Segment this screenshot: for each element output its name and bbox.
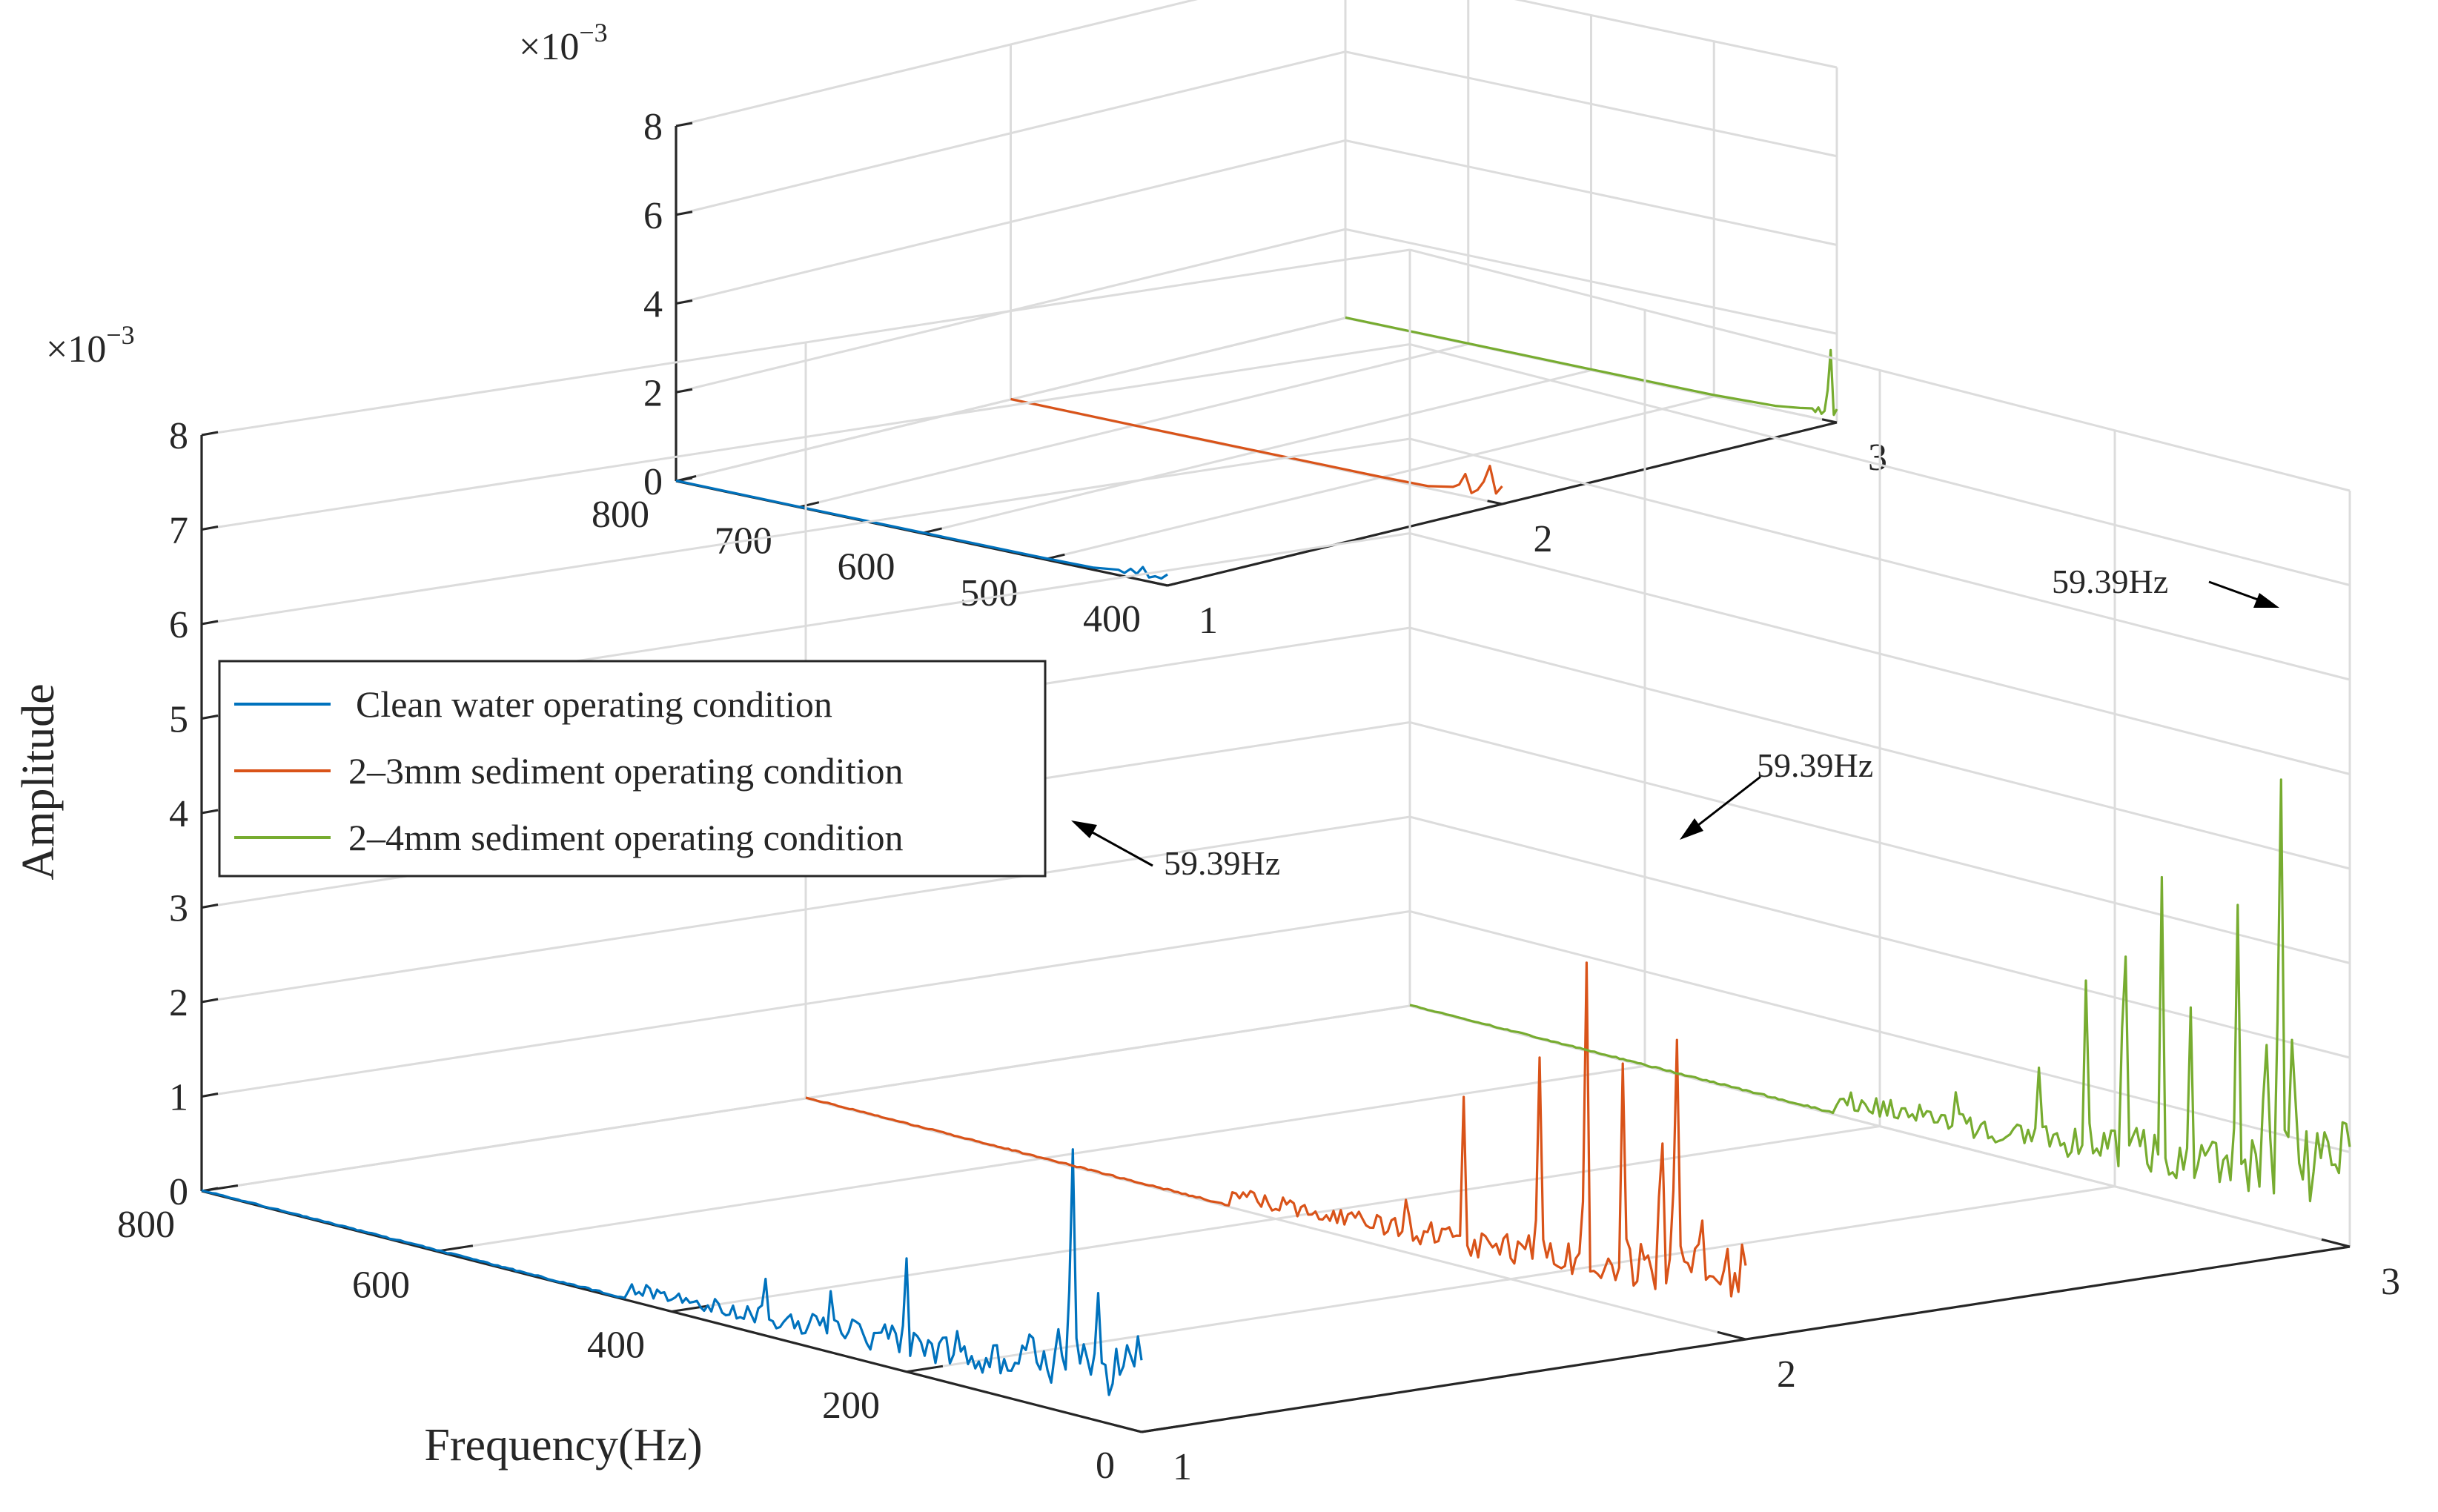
main-z-tick-label: 7 [169, 510, 188, 552]
annotation-peak-1: 59.39Hz [1164, 844, 1280, 882]
legend-entry-2-3mm: 2–3mm sediment operating condition [348, 750, 904, 792]
legend-entry-clean-water: Clean water operating condition [356, 683, 832, 725]
inset-z-tick-label: 4 [643, 284, 663, 326]
main-z-tick-mark [201, 809, 219, 815]
z-axis-label: Amplitude [13, 683, 64, 880]
main-series-line-3 [1409, 778, 2351, 1203]
inset-condition-tick-mark [1821, 418, 1838, 424]
main-z-tick-label: 8 [169, 415, 188, 457]
peak-annotations: 59.39Hz 59.39Hz 59.39Hz [1071, 563, 2279, 882]
inset-frequency-tick-label: 400 [1083, 598, 1141, 640]
main-z-tick-label: 2 [169, 982, 188, 1024]
annotation-arrowhead-2 [1680, 818, 1703, 840]
inset-z-tick-label: 8 [643, 106, 663, 148]
inset-z-tick-label: 6 [643, 195, 663, 237]
inset-grid-floor-f [1044, 395, 1715, 561]
main-z-exponent: ×10−3 [46, 320, 135, 371]
main-z-tick-label: 1 [169, 1077, 188, 1119]
main-grid [200, 248, 2351, 1433]
inset-series-line-1 [675, 479, 1168, 580]
inset-condition-tick-label: 3 [1868, 437, 1887, 479]
main-frequency-tick-label: 200 [822, 1385, 880, 1427]
legend[interactable]: Clean water operating condition 2–3mm se… [218, 660, 1047, 878]
main-z-tick-mark [201, 1092, 219, 1098]
annotation-arrowhead-1 [1071, 820, 1097, 838]
inset-z-tick-mark [675, 388, 693, 394]
frequency-axis-label: Frequency(Hz) [424, 1420, 702, 1470]
inset-z-tick-mark [675, 299, 693, 305]
inset-z-tick-label: 2 [643, 372, 663, 414]
main-frequency-tick-label: 400 [587, 1324, 645, 1367]
main-z-tick-mark [201, 620, 219, 626]
main-z-tick-mark [201, 714, 219, 720]
main-axes: 0 1 2 3 4 5 6 7 8 0 200 400 600 800 1 2 3 ×10−3 Amplitud… [13, 248, 2400, 1488]
main-z-tick-label: 0 [169, 1171, 188, 1213]
main-tick-labels: 0 1 2 3 4 5 6 7 8 0 200 400 600 800 1 2 3 [117, 415, 2400, 1488]
main-z-tick-mark [201, 525, 219, 531]
main-frequency-tick-label: 600 [352, 1264, 410, 1306]
inset-condition-tick-label: 2 [1534, 518, 1553, 560]
main-z-tick-label: 4 [169, 793, 188, 835]
main-frequency-tick-mark [201, 1184, 239, 1193]
inset-z-exponent: ×10−3 [519, 18, 608, 68]
inset-z-tick-label: 0 [643, 461, 663, 503]
main-condition-tick-mark [1113, 1423, 1142, 1433]
legend-entry-2-4mm: 2–4mm sediment operating condition [348, 817, 904, 858]
inset-z-tick-mark [675, 210, 693, 216]
main-z-tick-mark [201, 903, 219, 909]
main-series-line-1 [201, 1148, 1143, 1396]
main-z-tick-label: 5 [169, 699, 188, 741]
inset-frequency-tick-label: 500 [960, 572, 1018, 614]
main-condition-tick-label: 1 [1173, 1446, 1192, 1488]
main-frequency-tick-label: 800 [117, 1204, 175, 1246]
annotation-peak-3: 59.39Hz [2052, 563, 2168, 600]
inset-frequency-tick-label: 800 [592, 494, 649, 536]
main-z-tick-mark [201, 998, 219, 1004]
main-frequency-tick-mark [1141, 1425, 1179, 1433]
main-frequency-tick-mark [906, 1365, 944, 1373]
main-condition-tick-mark [1717, 1330, 1746, 1341]
main-axis-lines [200, 431, 2351, 1433]
main-z-tick-label: 3 [169, 888, 188, 930]
legend-box [218, 660, 1047, 878]
main-condition-tick-mark [2321, 1238, 2351, 1248]
inset-condition-tick-mark [1487, 500, 1503, 505]
main-z-tick-label: 6 [169, 604, 188, 646]
main-grid-floor-f [906, 1185, 2116, 1373]
main-condition-tick-label: 3 [2381, 1261, 2400, 1303]
main-z-tick-mark [201, 431, 219, 437]
main-frequency-tick-label: 0 [1096, 1445, 1115, 1487]
main-series-lines [201, 778, 2351, 1396]
inset-frequency-tick-label: 600 [838, 546, 895, 588]
inset-series-line-2 [1010, 397, 1503, 495]
main-condition-tick-label: 2 [1777, 1353, 1796, 1396]
annotation-peak-2: 59.39Hz [1757, 746, 1873, 784]
annotation-arrowhead-3 [2253, 593, 2279, 608]
inset-condition-tick-label: 1 [1199, 600, 1218, 642]
main-series-line-2 [805, 961, 1747, 1298]
inset-z-tick-mark [675, 122, 693, 127]
inset-condition-tick-mark [1152, 581, 1168, 587]
inset-frequency-tick-mark [1167, 579, 1188, 587]
